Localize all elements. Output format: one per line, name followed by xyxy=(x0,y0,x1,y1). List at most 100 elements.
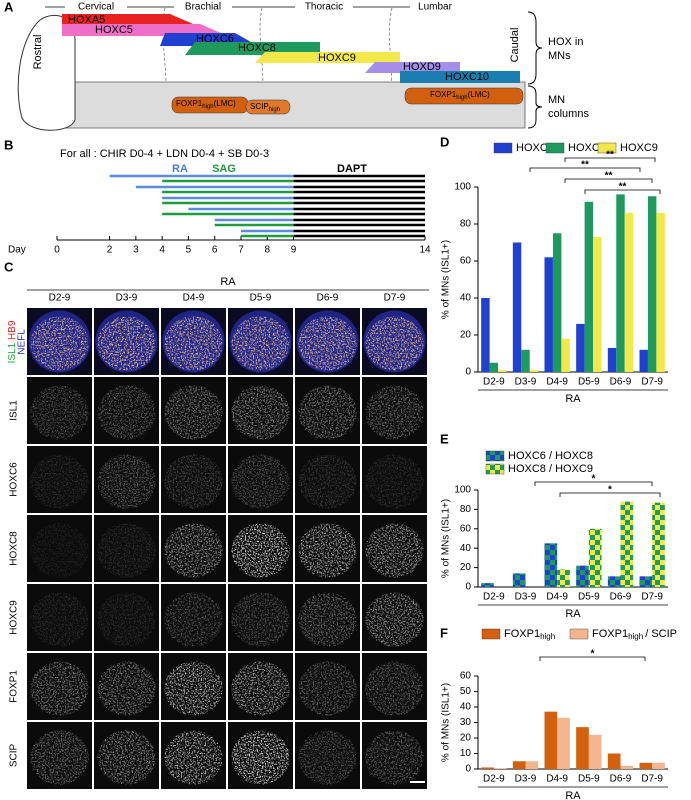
dapt-label: DAPT xyxy=(337,163,367,175)
bar xyxy=(616,194,625,372)
cell-stain xyxy=(164,316,223,371)
hox-label: HOXC9 xyxy=(318,52,356,64)
row-label: SCIP xyxy=(9,744,20,768)
tick-label: 14 xyxy=(419,245,431,256)
y-tick-label: 20 xyxy=(460,330,472,341)
bar xyxy=(529,370,539,372)
cell-stain xyxy=(97,730,156,785)
y-tick-label: 60 xyxy=(460,671,472,682)
ra-label: RA xyxy=(172,163,188,175)
bar xyxy=(588,528,602,587)
cell-stain xyxy=(164,523,223,578)
tick-label: 9 xyxy=(291,245,297,256)
x-tick-label: D2-9 xyxy=(483,592,505,603)
sig-bracket xyxy=(564,178,653,183)
x-tick-label: D5-9 xyxy=(578,774,600,785)
bar xyxy=(493,768,507,769)
bar xyxy=(544,711,558,769)
bar xyxy=(544,257,553,372)
hox-label: HOXA5 xyxy=(68,14,105,26)
bar xyxy=(544,543,558,587)
bar xyxy=(512,573,526,587)
x-tick-label: D4-9 xyxy=(546,592,568,603)
y-axis-label: % of MNs (ISL1+) xyxy=(441,683,452,762)
tick-label: 6 xyxy=(212,245,218,256)
tick-label: 7 xyxy=(238,245,244,256)
row-label: HOXC9 xyxy=(9,600,20,635)
column-label: D4-9 xyxy=(183,293,205,304)
sig-bracket xyxy=(584,189,661,194)
y-tick-label: 80 xyxy=(460,504,472,515)
x-tick-label: D6-9 xyxy=(610,592,632,603)
y-tick-label: 0 xyxy=(465,764,471,775)
y-tick-label: 0 xyxy=(465,582,471,593)
legend-label: HOXC8 xyxy=(568,142,606,154)
bar xyxy=(489,362,499,372)
panel-b: B For all : CHIR D0-4 + LDN D0-4 + SB D0… xyxy=(4,137,367,255)
cell-stain xyxy=(365,523,424,578)
x-tick-label: D3-9 xyxy=(515,774,537,785)
sig-bracket xyxy=(534,481,653,486)
x-tick-label: D4-9 xyxy=(546,774,568,785)
row-label: HOXC8 xyxy=(9,531,20,566)
x-tick-label: D2-9 xyxy=(483,377,505,388)
cell-stain xyxy=(30,454,89,509)
y-axis-label: % of MNs (ISL1+) xyxy=(441,499,452,578)
cell-stain xyxy=(298,316,357,371)
cell-stain xyxy=(231,592,290,647)
y-tick-label: 10 xyxy=(460,748,472,759)
cell-stain xyxy=(164,661,223,716)
lmc-column xyxy=(404,87,524,105)
region-label: Brachial xyxy=(185,2,221,13)
scip-column xyxy=(245,99,291,115)
label-bg xyxy=(174,1,232,13)
legend-swatch xyxy=(485,450,505,462)
tick-label: 3 xyxy=(133,245,139,256)
hox-in-mns: HOX in xyxy=(548,36,583,48)
y-tick-label: 40 xyxy=(460,293,472,304)
label-bg xyxy=(295,1,353,13)
cell-stain xyxy=(298,523,357,578)
y-tick-label: 100 xyxy=(454,485,471,496)
tick-label: 4 xyxy=(159,245,165,256)
brace xyxy=(527,85,543,129)
panel-letter: B xyxy=(4,137,13,152)
bar xyxy=(552,233,562,372)
sig-label: * xyxy=(608,485,612,496)
cell-stain xyxy=(365,661,424,716)
y-tick-label: 20 xyxy=(460,562,472,573)
legend-name: FOXP1 xyxy=(504,628,540,640)
bar xyxy=(576,323,585,372)
legend-label: HOXC8 / HOXC9 xyxy=(508,463,593,475)
cell-stain xyxy=(97,454,156,509)
legend-swatch xyxy=(481,628,501,640)
column-label: D5-9 xyxy=(250,293,272,304)
bar xyxy=(593,236,602,372)
merge-label: ISL1 HB9 xyxy=(7,320,18,363)
hox-label: HOXC8 xyxy=(238,42,276,54)
y-tick-label: 40 xyxy=(460,702,472,713)
cell-stain xyxy=(231,661,290,716)
cell-stain xyxy=(298,730,357,785)
sig-label: ** xyxy=(606,150,614,161)
bar xyxy=(576,727,589,769)
x-tick-label: D3-9 xyxy=(515,377,537,388)
cell-stain xyxy=(30,523,89,578)
x-tick-label: D5-9 xyxy=(578,377,600,388)
x-tick-label: D2-9 xyxy=(483,774,505,785)
cell-stain xyxy=(30,592,89,647)
hox-label: HOXC10 xyxy=(445,71,489,83)
bar xyxy=(512,761,526,769)
hox-label: HOXD9 xyxy=(403,61,441,73)
bar xyxy=(525,761,539,769)
sig-bracket xyxy=(564,157,656,162)
legend-name: HOXC8 / HOXC9 xyxy=(508,463,593,475)
cell-stain xyxy=(365,592,424,647)
bar xyxy=(584,201,594,372)
bar xyxy=(652,502,665,587)
column-label: D3-9 xyxy=(116,293,138,304)
bar xyxy=(481,767,494,769)
panel-letter: D xyxy=(440,134,449,149)
y-tick-label: 80 xyxy=(460,219,472,230)
